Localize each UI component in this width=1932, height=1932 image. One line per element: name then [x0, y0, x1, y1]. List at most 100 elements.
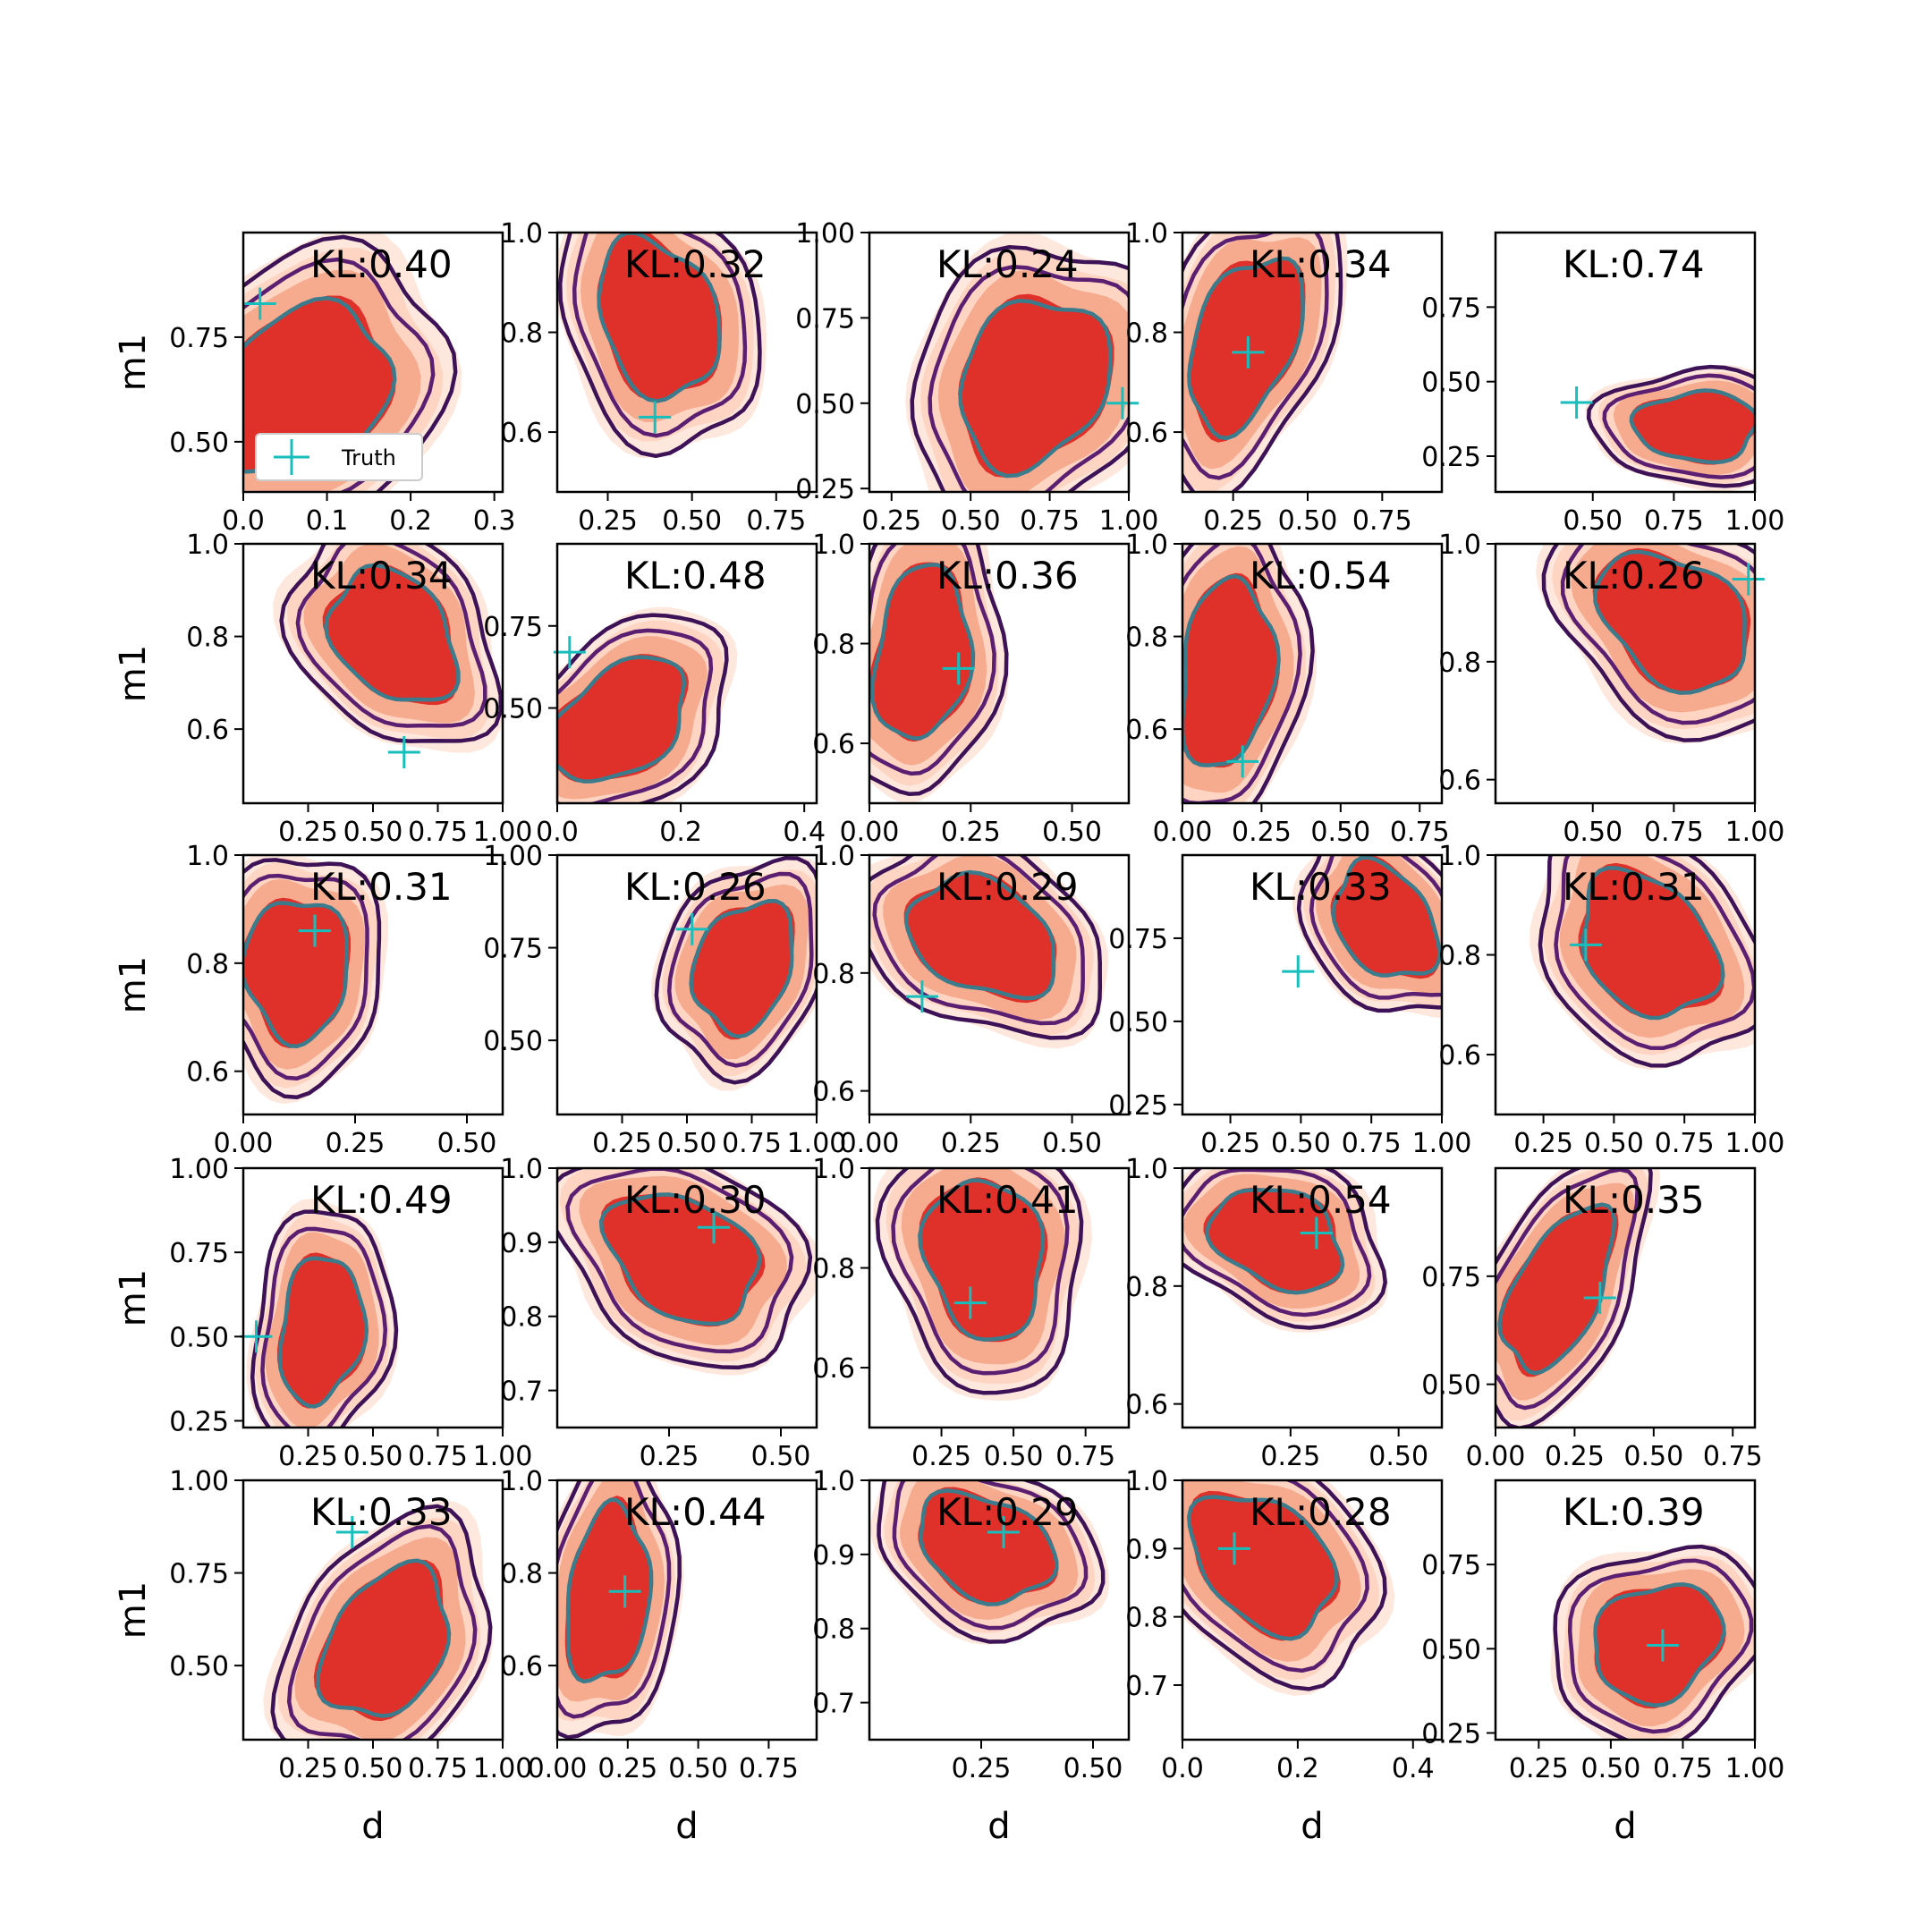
y-tick-label: 0.75 — [169, 1238, 229, 1269]
x-tick-label: 0.25 — [861, 505, 921, 537]
y-tick-label: 1.0 — [1125, 218, 1168, 250]
y-tick-label: 0.6 — [812, 729, 855, 760]
kl-annotation: KL:0.26 — [1563, 554, 1705, 597]
kl-annotation: KL:0.30 — [624, 1178, 767, 1222]
fill-level-4 — [313, 1559, 449, 1722]
kl-annotation: KL:0.41 — [936, 1178, 1079, 1222]
axes-frame — [868, 853, 1131, 1116]
y-tick-label: 0.9 — [1125, 1534, 1168, 1565]
density-plot — [557, 606, 738, 803]
x-tick-label: 1.00 — [1725, 505, 1785, 537]
x-tick-label: 0.50 — [1368, 1441, 1428, 1472]
contour-outer — [1182, 544, 1315, 803]
x-tick-label: 0.00 — [528, 1753, 588, 1784]
contour-inner — [918, 1178, 1046, 1342]
density-plot — [263, 1501, 494, 1740]
y-tick-label: 0.8 — [1438, 941, 1481, 972]
kl-annotation: KL:0.24 — [936, 242, 1079, 286]
x-tick-label: 0.25 — [278, 817, 338, 848]
x-tick-label: 0.25 — [592, 1128, 652, 1159]
x-tick-label: 1.00 — [787, 1128, 847, 1159]
y-tick-label: 0.6 — [1125, 715, 1168, 746]
contour-outer — [557, 1480, 682, 1740]
x-axis-label: d — [1301, 1806, 1323, 1847]
y-tick-label: 0.75 — [169, 1559, 229, 1590]
x-tick-label: 0.00 — [840, 1128, 900, 1159]
density-plot — [243, 233, 462, 492]
y-tick-label: 0.25 — [795, 474, 855, 505]
contour-outer — [243, 234, 458, 492]
truth-marker — [608, 1575, 641, 1608]
y-tick-label: 0.8 — [186, 623, 229, 654]
axes-frame — [555, 231, 818, 494]
contour-middle — [666, 871, 814, 1068]
truth-marker — [698, 1211, 730, 1244]
axes-frame — [1181, 542, 1444, 805]
fill-level-4 — [1182, 572, 1280, 768]
x-tick-label: 0.50 — [1063, 1753, 1123, 1784]
x-tick-label: 0.2 — [659, 817, 702, 848]
panel-13: 0.00 0.25 0.50 0.6 0.8 1.0 KL:0.29 — [812, 841, 1131, 1159]
x-axis-label: d — [987, 1806, 1010, 1847]
contour-outer — [875, 1168, 1084, 1395]
x-tick-label: 0.50 — [1310, 817, 1370, 848]
kl-annotation: KL:0.31 — [1563, 865, 1705, 909]
axes-frame — [555, 542, 818, 805]
axes-frame — [1181, 1479, 1444, 1741]
x-tick-label: 0.75 — [408, 817, 468, 848]
contour-outer — [910, 244, 1129, 492]
contour-middle — [892, 1480, 1089, 1631]
panel-20: 0.00 0.25 0.50 0.75 0.50 0.75 KL:0.35 — [1421, 1166, 1763, 1472]
fill-level-4 — [597, 233, 723, 401]
axes-frame — [1494, 1166, 1757, 1429]
x-tick-label: 0.75 — [1352, 505, 1412, 537]
x-tick-label: 0.50 — [343, 1441, 403, 1472]
x-tick-label: 0.75 — [722, 1128, 782, 1159]
contour-middle — [565, 1168, 794, 1354]
contour-inner — [597, 233, 722, 403]
density-plot — [246, 1199, 399, 1428]
kl-annotation: KL:0.54 — [1250, 554, 1392, 597]
y-tick-label: 0.8 — [812, 959, 855, 990]
density-plot — [1182, 1168, 1388, 1333]
y-tick-label: 0.6 — [500, 418, 543, 449]
contour-middle — [1496, 1168, 1640, 1411]
contour-middle — [295, 544, 487, 728]
kl-annotation: KL:0.48 — [624, 554, 767, 597]
contour-middle — [286, 1524, 478, 1740]
y-tick-label: 1.00 — [483, 841, 543, 872]
kl-annotation: KL:0.34 — [310, 554, 453, 597]
x-tick-label: 0.75 — [739, 1753, 799, 1784]
y-tick-label: 0.7 — [1125, 1671, 1168, 1702]
density-plot — [1182, 233, 1348, 492]
y-tick-label: 0.6 — [1438, 766, 1481, 797]
x-tick-label: 0.50 — [343, 1753, 403, 1784]
y-tick-label: 0.6 — [500, 1651, 543, 1682]
contour-inner — [1187, 1495, 1339, 1641]
x-tick-label: 0.50 — [343, 817, 403, 848]
contour-outer — [877, 1480, 1106, 1644]
contour-inner — [1187, 256, 1305, 441]
y-axis-label: m1 — [113, 1581, 154, 1639]
axes-frame — [868, 1479, 1131, 1741]
contour-inner — [598, 1192, 762, 1326]
contour-middle — [891, 1168, 1070, 1376]
y-tick-label: 1.0 — [500, 1466, 543, 1497]
contour-inner — [1593, 1582, 1726, 1707]
truth-marker — [1646, 1629, 1679, 1662]
y-axis-label: m1 — [113, 1269, 154, 1326]
y-tick-label: 0.6 — [1125, 418, 1168, 449]
y-tick-label: 1.0 — [1438, 841, 1481, 872]
contour-inner — [689, 898, 794, 1039]
contour-inner — [903, 869, 1056, 1001]
x-axis-label: d — [1614, 1806, 1636, 1847]
x-tick-label: 0.75 — [408, 1441, 468, 1472]
legend-label: Truth — [341, 445, 396, 470]
y-tick-label: 0.8 — [812, 1614, 855, 1646]
x-tick-label: 0.25 — [1203, 505, 1263, 537]
x-tick-label: 0.50 — [941, 505, 1001, 537]
panel-17: 0.25 0.50 0.7 0.8 0.9 1.0 KL:0.30 — [500, 1154, 818, 1472]
panel-11: 0.00 0.25 0.50 0.6 0.8 1.0 KL:0.31 m1 — [113, 841, 504, 1159]
y-tick-label: 0.75 — [483, 934, 543, 965]
y-tick-label: 1.0 — [1438, 530, 1481, 561]
